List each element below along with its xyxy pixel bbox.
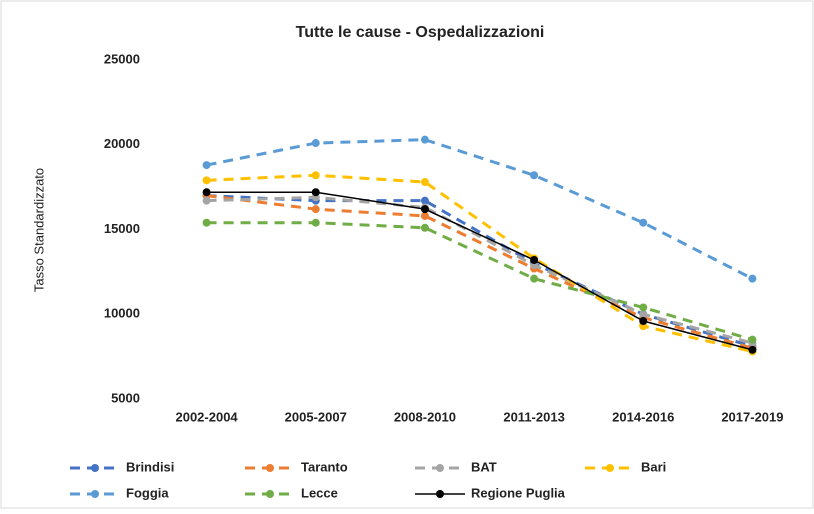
chart-title: Tutte le cause - Ospedalizzazioni bbox=[296, 24, 545, 41]
legend-marker bbox=[91, 464, 99, 472]
series-line bbox=[206, 194, 753, 350]
series-line bbox=[206, 195, 753, 345]
point bbox=[639, 317, 648, 326]
series-line bbox=[206, 221, 753, 342]
y-tick-label: 15000 bbox=[104, 221, 140, 236]
series-line bbox=[206, 173, 753, 354]
series-line bbox=[206, 191, 753, 351]
point bbox=[311, 205, 320, 214]
x-tick-label: 2017-2019 bbox=[721, 409, 783, 424]
point bbox=[748, 345, 757, 354]
point bbox=[311, 218, 320, 227]
point bbox=[311, 188, 320, 197]
series-line bbox=[206, 138, 754, 280]
legend-label: Lecce bbox=[301, 485, 338, 500]
legend-label: BAT bbox=[471, 459, 497, 474]
point bbox=[639, 310, 648, 319]
point bbox=[748, 335, 757, 344]
point bbox=[530, 256, 539, 265]
point bbox=[311, 171, 320, 180]
point bbox=[639, 218, 648, 227]
point bbox=[202, 161, 211, 170]
legend-label: Regione Puglia bbox=[471, 485, 566, 500]
y-tick-label: 25000 bbox=[104, 51, 140, 66]
legend-marker bbox=[266, 464, 274, 472]
point bbox=[420, 205, 429, 214]
point bbox=[748, 274, 757, 283]
point bbox=[202, 218, 211, 227]
legend-label: Brindisi bbox=[126, 459, 174, 474]
legend-marker bbox=[266, 490, 274, 498]
point bbox=[202, 176, 211, 185]
legend-marker bbox=[436, 490, 444, 498]
point bbox=[420, 196, 429, 205]
x-tick-label: 2011-2013 bbox=[503, 409, 564, 424]
point bbox=[202, 196, 211, 205]
point bbox=[420, 135, 429, 144]
legend-label: Bari bbox=[641, 459, 666, 474]
point bbox=[420, 223, 429, 232]
point bbox=[530, 171, 539, 180]
legend-marker bbox=[606, 464, 614, 472]
y-tick-label: 5000 bbox=[111, 390, 140, 405]
point bbox=[311, 139, 320, 148]
point bbox=[639, 303, 648, 312]
point bbox=[420, 211, 429, 220]
point bbox=[202, 188, 211, 197]
x-tick-label: 2008-2010 bbox=[394, 409, 456, 424]
y-axis-label: Tasso Standardizzato bbox=[31, 168, 46, 292]
y-tick-label: 10000 bbox=[104, 306, 140, 321]
legend-label: Foggia bbox=[126, 485, 169, 500]
legend-marker bbox=[91, 490, 99, 498]
x-tick-label: 2005-2007 bbox=[285, 409, 347, 424]
y-tick-label: 20000 bbox=[104, 136, 140, 151]
legend-marker bbox=[436, 464, 444, 472]
x-tick-label: 2002-2004 bbox=[175, 409, 238, 424]
point bbox=[420, 178, 429, 187]
legend-label: Taranto bbox=[301, 459, 348, 474]
x-tick-label: 2014-2016 bbox=[612, 409, 674, 424]
point bbox=[530, 274, 539, 283]
